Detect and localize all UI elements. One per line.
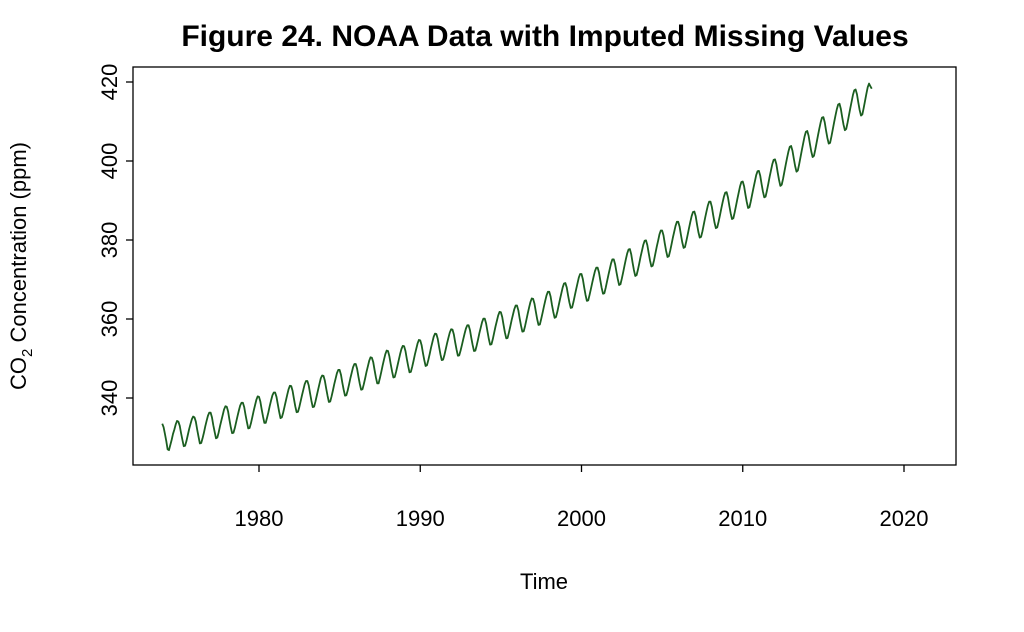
y-tick-label: 360 xyxy=(97,301,122,338)
x-tick-label: 1990 xyxy=(396,506,445,531)
x-axis: 1980 1990 2000 2010 2020 xyxy=(235,465,929,531)
y-tick-label: 420 xyxy=(97,64,122,101)
x-tick-label: 2010 xyxy=(718,506,767,531)
x-tick-label: 2020 xyxy=(880,506,929,531)
series-line xyxy=(161,82,873,452)
y-axis: 340 360 380 400 420 xyxy=(97,64,133,417)
x-tick-label: 2000 xyxy=(557,506,606,531)
y-axis-label-main: CO xyxy=(6,357,31,390)
chart-title: Figure 24. NOAA Data with Imputed Missin… xyxy=(181,20,908,53)
x-tick-label: 1980 xyxy=(235,506,284,531)
y-tick-label: 340 xyxy=(97,380,122,417)
y-tick-label: 400 xyxy=(97,143,122,180)
y-axis-label: CO2 Concentration (ppm) xyxy=(6,142,36,390)
y-axis-label-subscript: 2 xyxy=(19,349,36,357)
y-axis-label-rest: Concentration (ppm) xyxy=(6,142,31,349)
plot-area-frame xyxy=(132,66,957,466)
x-axis-label: Time xyxy=(520,569,568,594)
series-layer xyxy=(161,82,873,452)
y-tick-label: 380 xyxy=(97,222,122,259)
